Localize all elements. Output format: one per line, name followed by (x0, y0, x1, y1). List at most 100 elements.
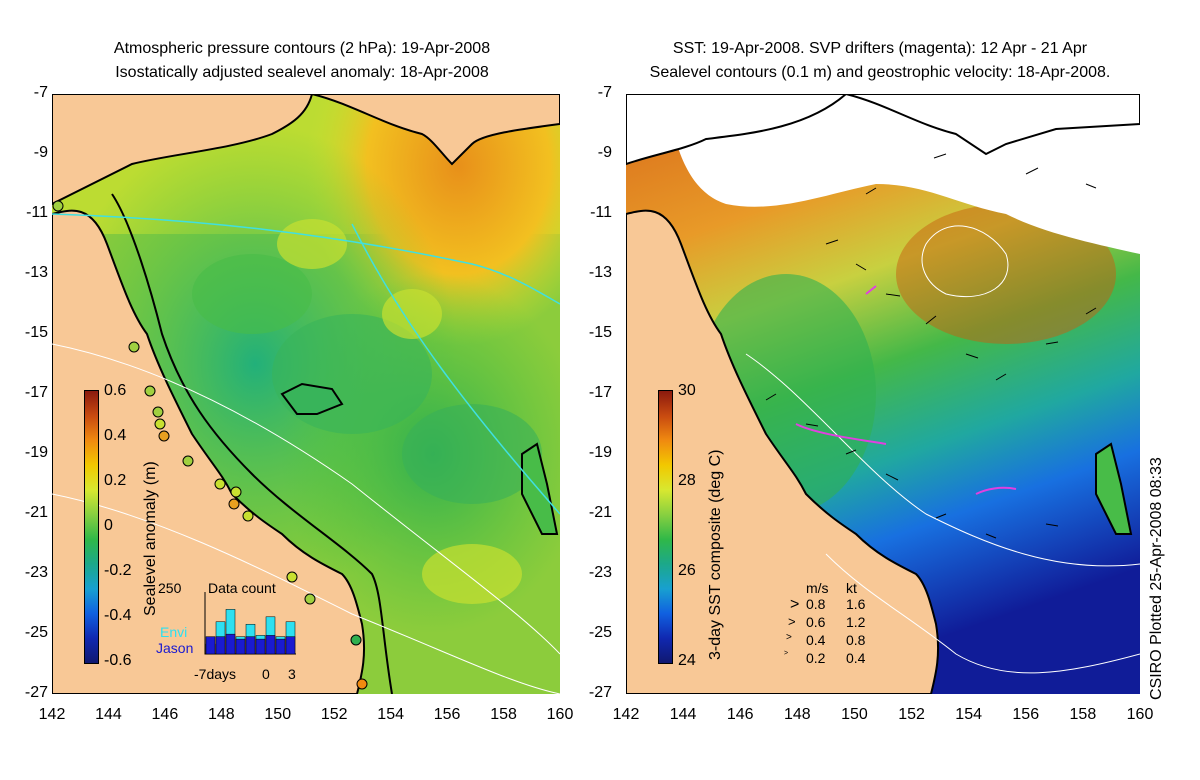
data-count-jason-bar (205, 636, 216, 655)
right-title-line2: Sealevel contours (0.1 m) and geostrophi… (649, 64, 1111, 81)
left-x-tick: 158 (490, 706, 517, 723)
left-x-tick: 148 (207, 706, 235, 723)
data-count-axis (204, 592, 296, 655)
velocity-legend-header-kt: kt (846, 580, 857, 596)
right-australia-land (626, 209, 940, 694)
left-x-tick: 156 (433, 706, 461, 723)
left-x-tick: 150 (264, 706, 292, 723)
left-y-tick: -7 (33, 84, 48, 101)
left-x-tick: 144 (95, 706, 122, 723)
left-x-tick: 154 (377, 706, 404, 723)
data-count-jason-bar (225, 633, 236, 655)
left-title-line1: Atmospheric pressure contours (2 hPa): 1… (113, 40, 491, 57)
left-y-tick: -23 (24, 564, 48, 581)
right-colorbar-tick: 26 (678, 562, 696, 579)
velocity-legend-arrow-icon: > (788, 614, 796, 629)
velocity-legend-ms: 0.2 (806, 650, 826, 666)
left-colorbar-tick: -0.2 (104, 562, 132, 579)
right-x-tick: 156 (1012, 706, 1040, 723)
data-count-jason-bar (255, 638, 266, 655)
right-y-tick: -15 (588, 324, 612, 341)
left-x-tick: 152 (320, 706, 348, 723)
data-count-x-label-end: 3 (288, 666, 296, 682)
velocity-legend-arrow-icon: > (790, 596, 800, 613)
right-x-tick: 142 (612, 706, 640, 723)
right-colorbar-tick: 30 (678, 382, 696, 399)
right-x-tick: 152 (898, 706, 925, 723)
data-count-bars (204, 592, 296, 655)
left-title-line2: Isostatically adjusted sealevel anomaly:… (115, 64, 489, 81)
data-count-x-label-start: -7days (194, 666, 237, 682)
right-title-line1: SST: 19-Apr-2008. SVP drifters (magenta)… (672, 40, 1088, 57)
left-sealevel-map (52, 94, 560, 694)
data-count-max-label: 250 (158, 580, 182, 596)
right-y-tick: -23 (588, 564, 612, 581)
right-map-panel (626, 94, 1140, 694)
left-x-tick: 142 (38, 706, 66, 723)
right-x-tick: 154 (955, 706, 982, 723)
left-y-tick: -19 (24, 444, 48, 461)
left-y-tick: -25 (24, 624, 48, 641)
right-colorbar-tick: 24 (678, 652, 696, 669)
data-count-jason-bar (285, 636, 296, 655)
left-y-tick: -27 (24, 684, 48, 701)
right-colorbar-label: 3-day SST composite (deg C) (707, 449, 724, 660)
velocity-legend-ms: 0.4 (806, 632, 826, 648)
velocity-legend-arrow-icon: > (786, 632, 792, 643)
velocity-legend-header-ms: m/s (806, 580, 829, 596)
left-colorbar-tick: -0.6 (104, 652, 132, 669)
right-x-tick: 148 (783, 706, 811, 723)
left-map-panel (52, 94, 560, 694)
right-x-tick: 144 (669, 706, 697, 723)
data-count-jason-bar (265, 635, 276, 655)
right-x-tick: 146 (726, 706, 754, 723)
right-y-tick: -11 (590, 204, 612, 221)
left-colorbar-tick: 0.2 (104, 472, 127, 489)
data-count-jason-label: Jason (156, 640, 194, 656)
right-y-tick: -17 (588, 384, 612, 401)
velocity-legend-kt: 1.6 (846, 596, 866, 612)
right-sst-map (626, 94, 1140, 694)
velocity-legend: m/s kt >0.8 1.6 >0.6 1.2 >0.4 0.8 >0.2 0.4 (780, 580, 880, 670)
data-count-title: Data count (208, 580, 276, 596)
velocity-legend-kt: 0.4 (846, 650, 866, 666)
velocity-legend-kt: 0.8 (846, 632, 866, 648)
left-y-tick: -17 (24, 384, 48, 401)
velocity-legend-ms: 0.6 (806, 614, 826, 630)
left-colorbar-tick: -0.4 (104, 607, 132, 624)
right-y-tick: -7 (597, 84, 612, 101)
left-colorbar (84, 390, 99, 664)
data-count-x-label-zero: 0 (262, 666, 270, 682)
velocity-legend-ms: 0.8 (806, 596, 826, 612)
left-colorbar-tick: 0 (104, 517, 113, 534)
data-count-jason-bar (215, 636, 226, 655)
right-y-tick: -13 (588, 264, 612, 281)
right-colorbar (658, 390, 673, 664)
right-x-tick: 158 (1069, 706, 1097, 723)
right-colorbar-tick: 28 (678, 472, 696, 489)
credit-text: CSIRO Plotted 25-Apr-2008 08:33 (1148, 457, 1165, 700)
left-colorbar-tick: 0.4 (104, 427, 127, 444)
right-y-tick: -9 (597, 144, 612, 161)
right-y-tick: -25 (588, 624, 612, 641)
right-y-tick: -21 (588, 504, 612, 521)
right-y-tick: -19 (588, 444, 612, 461)
left-tide-gauges (52, 200, 368, 690)
left-y-tick: -11 (26, 204, 48, 221)
data-count-inset: Data count 250 Envi Jason -7days 0 3 (156, 580, 300, 682)
left-colorbar-tick: 0.6 (104, 382, 127, 399)
data-count-jason-bar (235, 638, 246, 655)
left-x-tick: 146 (151, 706, 179, 723)
data-count-jason-bar (275, 638, 286, 655)
left-y-tick: -13 (24, 264, 48, 281)
right-x-tick: 160 (1126, 706, 1154, 723)
velocity-legend-kt: 1.2 (846, 614, 866, 630)
data-count-envi-label: Envi (160, 624, 188, 640)
data-count-jason-bar (245, 636, 256, 655)
left-y-tick: -15 (24, 324, 48, 341)
velocity-legend-arrow-icon: > (784, 650, 789, 657)
left-png-land (52, 94, 560, 166)
right-png-land (626, 94, 1140, 156)
right-x-tick: 150 (841, 706, 868, 723)
left-y-tick: -21 (24, 504, 48, 521)
